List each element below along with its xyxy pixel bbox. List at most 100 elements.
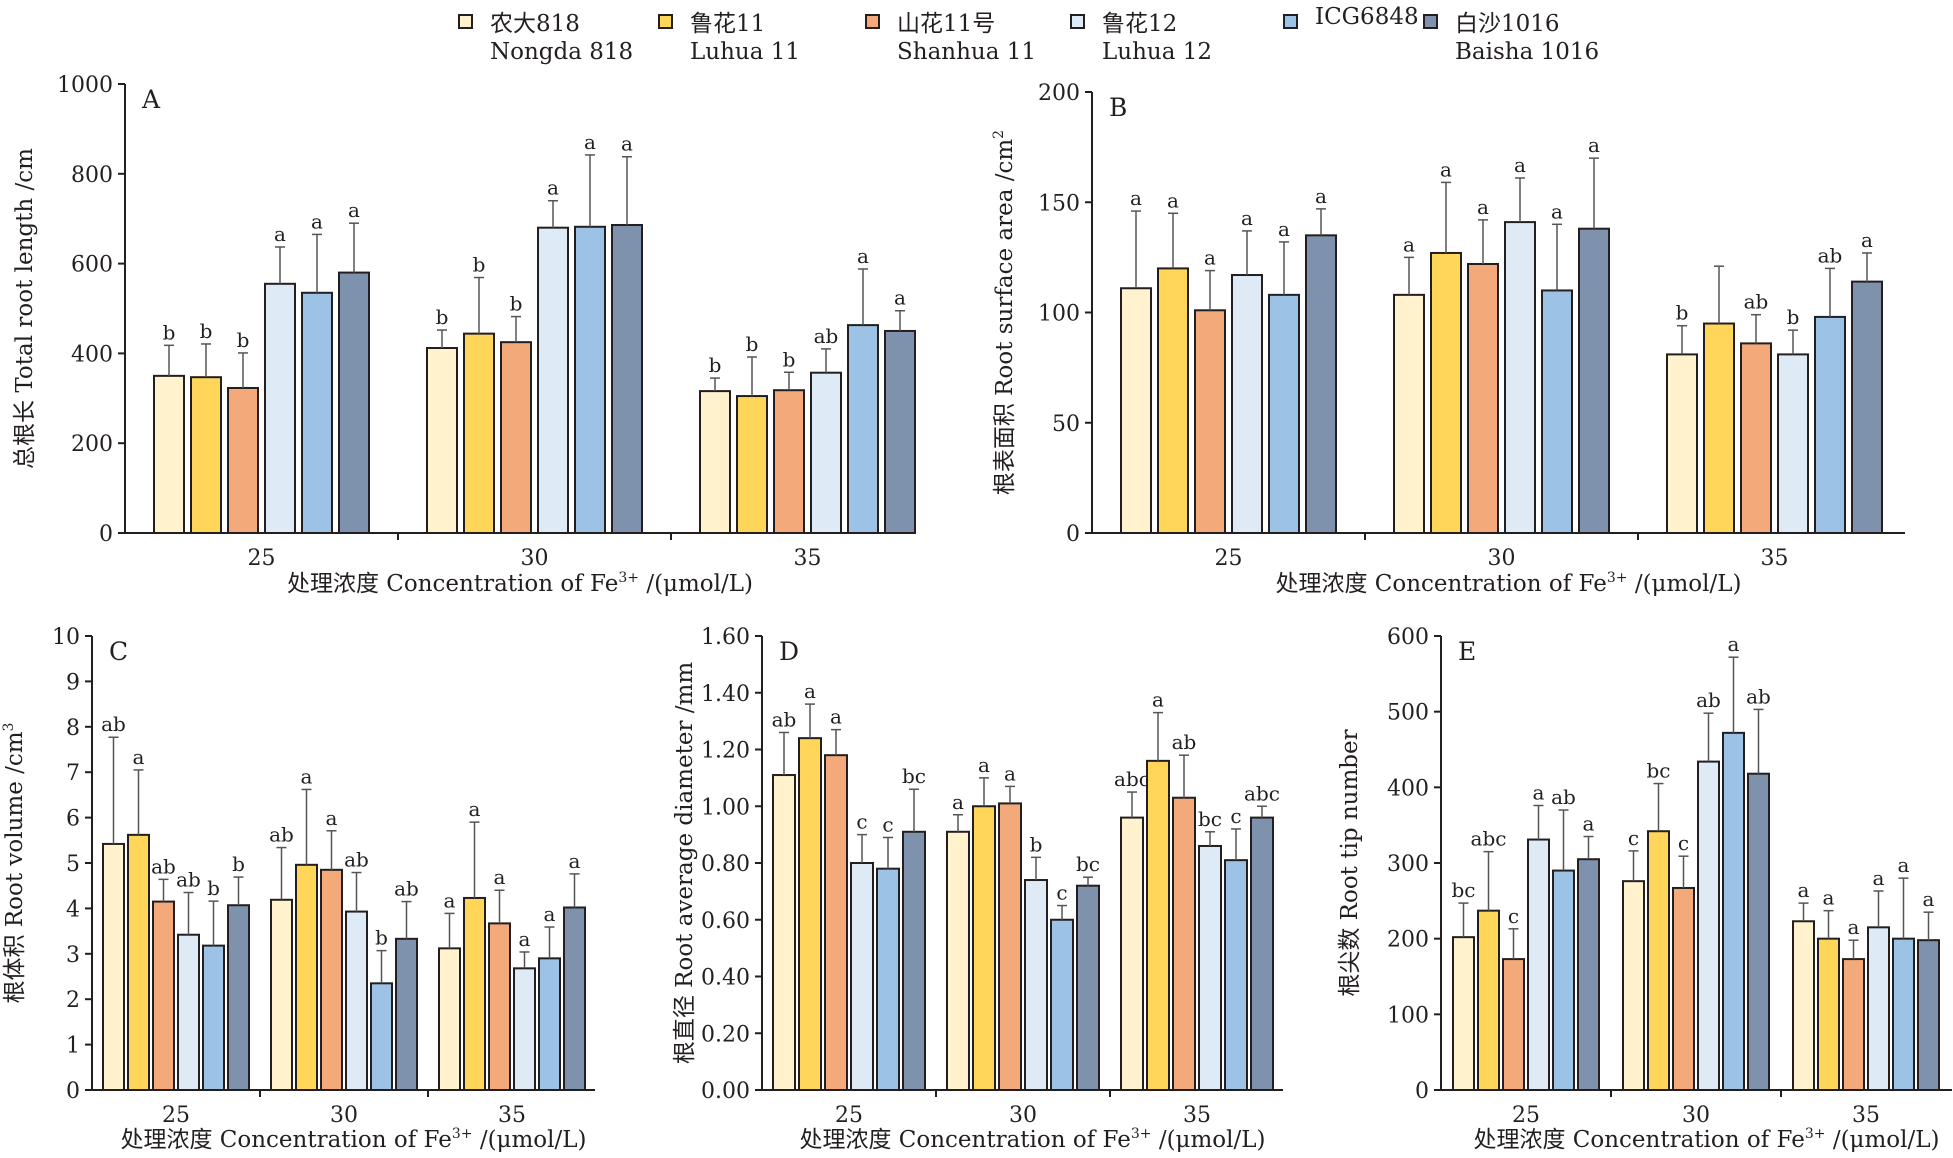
y-tick-label: 7 <box>66 761 80 786</box>
y-tick-label: 800 <box>71 163 113 188</box>
x-axis-title-sup: 3+ <box>1607 570 1628 586</box>
x-axis-title-main: 处理浓度 Concentration of Fe <box>799 1127 1130 1153</box>
y-tick-label: 600 <box>71 253 113 278</box>
bar <box>1578 227 1610 535</box>
significance-label: bc <box>1198 807 1222 831</box>
bar <box>1477 909 1500 1091</box>
x-axis-title-main: 处理浓度 Concentration of Fe <box>120 1127 451 1153</box>
significance-label: abc <box>1471 827 1507 851</box>
y-tick-label: 0.20 <box>701 1022 750 1047</box>
significance-label: b <box>783 347 796 371</box>
significance-label: a <box>494 865 506 889</box>
significance-label: ab <box>1746 684 1771 708</box>
legend-label-en: Luhua 11 <box>690 39 801 65</box>
y-tick-label: 0 <box>1415 1079 1429 1104</box>
y-tick-label: 300 <box>1387 852 1429 877</box>
bar <box>264 282 296 534</box>
significance-label: a <box>1440 157 1452 181</box>
significance-label: a <box>301 764 313 788</box>
y-tick-label: 1.60 <box>701 625 750 650</box>
y-tick-label: 0 <box>99 522 113 547</box>
y-tick-label: 0.00 <box>701 1079 750 1104</box>
y-axis-title-sup: 2 <box>991 130 1007 139</box>
bar <box>370 982 393 1091</box>
significance-label: ab <box>394 877 419 901</box>
bar <box>1146 759 1170 1091</box>
x-axis-title-unit: /(μmol/L) <box>1628 571 1742 597</box>
significance-label: c <box>1230 804 1241 828</box>
significance-label: b <box>232 852 245 876</box>
bar <box>1120 816 1144 1091</box>
legend-label-en: Luhua 12 <box>1102 39 1213 65</box>
y-tick-label: 500 <box>1387 701 1429 726</box>
x-axis-title-main: 处理浓度 Concentration of Fe <box>287 571 618 597</box>
x-tick-label: 35 <box>1761 546 1789 571</box>
x-axis-title: 处理浓度 Concentration of Fe3+ /(μmol/L) <box>1275 570 1741 597</box>
y-tick-label: 0 <box>1066 522 1080 547</box>
significance-label: a <box>348 198 360 222</box>
bar <box>798 737 822 1092</box>
significance-label: a <box>1241 206 1253 230</box>
bar <box>426 347 458 534</box>
bar <box>395 937 418 1091</box>
y-tick-label: 2 <box>66 988 80 1013</box>
y-tick-label: 50 <box>1052 412 1080 437</box>
y-tick-label: 1.40 <box>701 682 750 707</box>
significance-label: abc <box>1244 781 1280 805</box>
significance-label: a <box>1130 186 1142 210</box>
significance-label: a <box>1728 632 1740 656</box>
x-axis-title: 处理浓度 Concentration of Fe3+ /(μmol/L) <box>120 1126 586 1153</box>
bar <box>1697 760 1720 1092</box>
legend-label-en: Shanhua 11 <box>897 39 1037 65</box>
bar <box>1703 322 1735 534</box>
significance-label: bc <box>902 764 926 788</box>
significance-label: ab <box>151 854 176 878</box>
significance-label: a <box>547 176 559 200</box>
bar <box>202 944 225 1091</box>
legend-label-cn: 鲁花11 <box>690 11 766 37</box>
bar <box>1120 287 1152 534</box>
bar <box>500 341 532 534</box>
significance-label: a <box>1278 217 1290 241</box>
legend-label-cn: 农大818 <box>490 11 580 37</box>
bar <box>824 754 848 1091</box>
y-tick-label: 150 <box>1038 191 1080 216</box>
significance-label: ab <box>772 707 797 731</box>
significance-label: b <box>709 353 722 377</box>
significance-label: a <box>1403 232 1415 256</box>
x-tick-label: 35 <box>1183 1103 1211 1128</box>
bar <box>946 830 970 1091</box>
x-axis-title-main: 处理浓度 Concentration of Fe <box>1473 1127 1804 1153</box>
significance-label: a <box>1823 886 1835 910</box>
significance-label: a <box>804 679 816 703</box>
bar <box>538 957 561 1092</box>
legend-swatch <box>865 14 880 29</box>
significance-label: b <box>1676 301 1689 325</box>
x-axis-title-main: 处理浓度 Concentration of Fe <box>1275 571 1606 597</box>
bar <box>902 830 926 1091</box>
legend-swatch <box>458 14 473 29</box>
bar <box>611 223 643 534</box>
x-axis-title-sup: 3+ <box>452 1126 473 1142</box>
bar <box>1777 353 1809 534</box>
bar <box>1740 342 1772 534</box>
bar <box>1502 958 1525 1092</box>
bar <box>1231 274 1263 534</box>
bar <box>1722 731 1745 1091</box>
significance-label: c <box>1628 826 1639 850</box>
y-tick-label: 100 <box>1387 1003 1429 1028</box>
y-tick-label: 1.20 <box>701 739 750 764</box>
significance-label: a <box>469 797 481 821</box>
bar <box>1577 858 1600 1092</box>
significance-label: b <box>200 319 213 343</box>
significance-label: a <box>1167 188 1179 212</box>
bar <box>1076 884 1100 1092</box>
significance-label: a <box>444 888 456 912</box>
panel-label: A <box>141 85 161 114</box>
y-tick-label: 9 <box>66 670 80 695</box>
bar <box>1198 844 1222 1091</box>
x-axis-title-unit: /(μmol/L) <box>639 571 753 597</box>
significance-label: a <box>1152 688 1164 712</box>
